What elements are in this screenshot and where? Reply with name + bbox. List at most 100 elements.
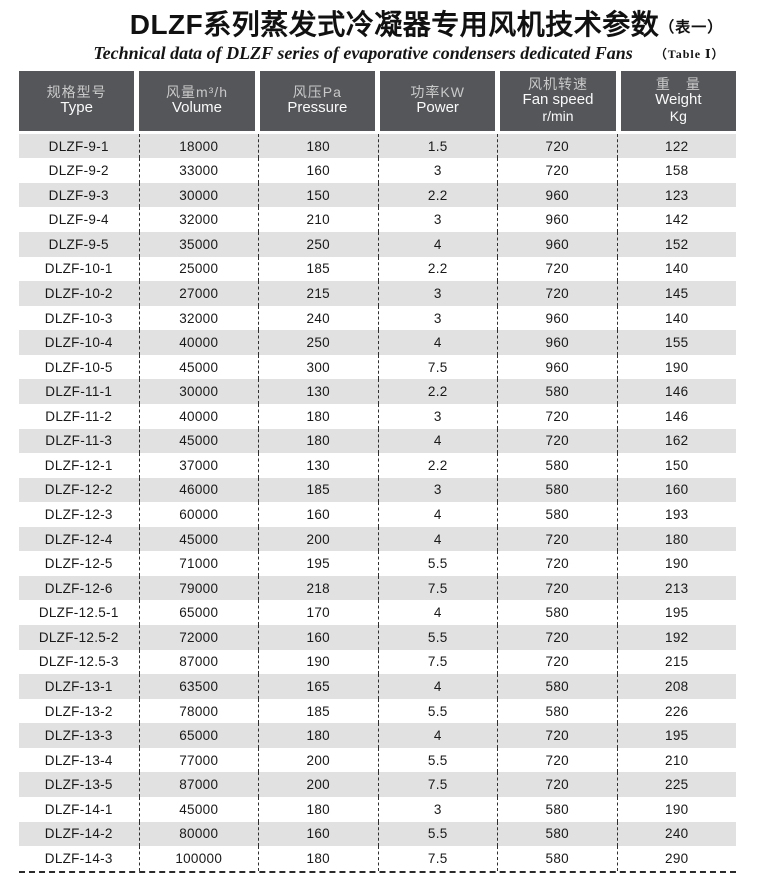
cell-pressure: 130 [258, 453, 378, 478]
cell-weight: 190 [616, 796, 737, 822]
cell-weight: 240 [616, 821, 737, 847]
cell-pressure: 195 [258, 551, 378, 576]
cell-type: DLZF-10-1 [44, 261, 113, 277]
cell-volume: 30000 [138, 182, 259, 208]
table-row: DLZF-11-2 40000 180 3 720 146 [19, 403, 736, 429]
table-row: DLZF-12.5-2 72000 160 5.5 720 192 [19, 625, 736, 650]
cell-fan_speed: 580 [497, 674, 617, 699]
column-header-power-en: Power [416, 99, 459, 117]
cell-fan_speed: 580 [497, 821, 617, 847]
cell-pressure: 215 [258, 281, 378, 306]
cell-power: 3 [377, 403, 498, 429]
cell-volume: 46000 [138, 477, 259, 503]
cell-fan_speed: 720 [497, 256, 617, 282]
table-row: DLZF-10-1 25000 185 2.2 720 140 [19, 256, 736, 282]
table-row: DLZF-12-4 45000 200 4 720 180 [19, 526, 736, 552]
page-subtitle-suffix: （Table Ⅰ） [654, 46, 725, 61]
cell-weight: 208 [616, 674, 737, 699]
cell-type: DLZF-13-3 [44, 728, 113, 744]
cell-fan_speed: 720 [497, 526, 617, 552]
cell-power: 1.5 [377, 133, 498, 159]
cell-type: DLZF-14-3 [44, 850, 113, 866]
cell-type: DLZF-12-4 [44, 531, 113, 547]
cell-fan_speed: 720 [497, 428, 617, 454]
cell-pressure: 250 [258, 330, 378, 355]
cell-weight: 193 [616, 502, 737, 527]
cell-weight: 162 [616, 428, 737, 454]
table-row: DLZF-14-2 80000 160 5.5 580 240 [19, 821, 737, 847]
cell-type: DLZF-11-2 [45, 408, 113, 424]
table-row: DLZF-12.5-3 87000 190 7.5 720 215 [19, 649, 737, 675]
cell-power: 2.2 [377, 379, 498, 404]
cell-power: 4 [377, 600, 498, 626]
cell-fan_speed: 580 [497, 502, 617, 527]
table-row: DLZF-11-1 30000 130 2.2 580 146 [19, 379, 736, 404]
cell-power: 5.5 [377, 747, 498, 773]
cell-volume: 45000 [138, 526, 259, 552]
table-row: DLZF-10-2 27000 215 3 720 145 [19, 281, 736, 306]
cell-pressure: 180 [258, 403, 378, 429]
cell-fan_speed: 720 [497, 575, 617, 601]
cell-weight: 122 [616, 133, 737, 159]
cell-volume: 32000 [138, 207, 259, 233]
column-header-power: 功率KW Power [380, 70, 496, 131]
page-title: DLZF系列蒸发式冷凝器专用风机技术参数（表一） [0, 9, 773, 41]
table-row: DLZF-13-3 65000 180 4 720 195 [19, 723, 736, 748]
cell-volume: 87000 [138, 649, 259, 675]
cell-power: 3 [377, 207, 498, 233]
cell-power: 2.2 [377, 182, 498, 208]
cell-type: DLZF-12-5 [44, 556, 113, 572]
table-row: DLZF-12-1 37000 130 2.2 580 150 [19, 453, 736, 478]
cell-type: DLZF-13-2 [44, 703, 113, 719]
page-title-suffix: （表一） [659, 19, 724, 36]
cell-power: 4 [377, 723, 498, 748]
page-subtitle: Technical data of DLZF series of evapora… [0, 43, 773, 64]
cell-power: 5.5 [377, 821, 498, 847]
cell-type: DLZF-10-5 [44, 359, 113, 375]
cell-fan_speed: 580 [497, 698, 617, 724]
cell-volume: 79000 [138, 575, 259, 601]
cell-weight: 190 [616, 551, 737, 576]
cell-type: DLZF-12-3 [44, 507, 113, 523]
cell-power: 7.5 [377, 354, 498, 380]
cell-power: 7.5 [377, 575, 498, 601]
column-header-volume-en: Volume [171, 99, 223, 117]
cell-type: DLZF-12-2 [44, 482, 113, 498]
cell-weight: 192 [616, 625, 737, 650]
cell-pressure: 180 [258, 428, 378, 454]
cell-weight: 155 [616, 330, 737, 355]
page-subtitle-main: Technical data of DLZF series of evapora… [93, 42, 633, 63]
cell-fan_speed: 960 [497, 232, 617, 257]
cell-volume: 77000 [138, 747, 259, 773]
cell-fan_speed: 960 [497, 305, 617, 331]
cell-weight: 195 [616, 723, 737, 748]
cell-fan_speed: 580 [497, 453, 617, 478]
cell-power: 4 [377, 502, 498, 527]
column-header-power-zh: 功率KW [410, 83, 465, 100]
cell-volume: 27000 [138, 281, 259, 306]
cell-power: 3 [377, 281, 498, 306]
cell-fan_speed: 720 [497, 403, 617, 429]
cell-pressure: 185 [258, 698, 378, 724]
cell-volume: 33000 [138, 158, 259, 183]
cell-power: 3 [377, 305, 498, 331]
cell-volume: 100000 [138, 846, 259, 871]
cell-weight: 160 [616, 477, 737, 503]
cell-pressure: 160 [258, 158, 378, 183]
cell-power: 4 [377, 232, 498, 257]
cell-power: 4 [377, 674, 498, 699]
table-row: DLZF-12-6 79000 218 7.5 720 213 [19, 575, 736, 601]
cell-power: 4 [377, 330, 498, 355]
cell-fan_speed: 720 [497, 625, 617, 650]
column-header-type-zh: 规格型号 [46, 83, 107, 100]
cell-volume: 65000 [138, 723, 259, 748]
cell-weight: 215 [616, 649, 737, 675]
table-row: DLZF-9-3 30000 150 2.2 960 123 [19, 182, 736, 208]
cell-power: 4 [377, 526, 498, 552]
cell-pressure: 160 [258, 625, 378, 650]
table-row: DLZF-12-5 71000 195 5.5 720 190 [19, 551, 736, 576]
table-row: DLZF-13-2 78000 185 5.5 580 226 [19, 698, 736, 724]
cell-volume: 30000 [138, 379, 259, 404]
cell-weight: 145 [616, 281, 737, 306]
cell-fan_speed: 960 [497, 182, 617, 208]
